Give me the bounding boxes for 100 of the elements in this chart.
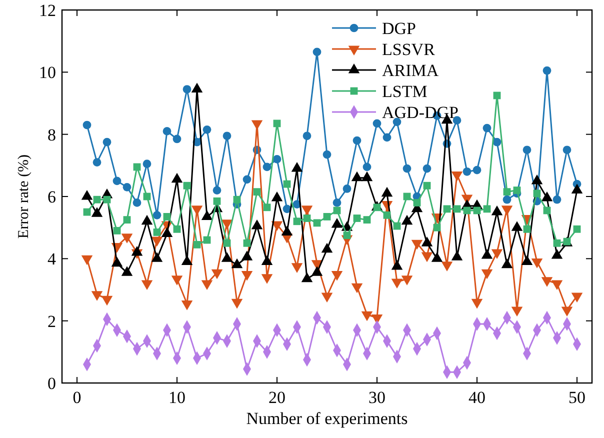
point xyxy=(352,136,362,145)
point xyxy=(221,220,233,230)
point xyxy=(361,311,373,322)
point xyxy=(553,239,561,247)
x-tick-label: 30 xyxy=(368,388,386,407)
point xyxy=(533,190,541,198)
point xyxy=(142,160,152,168)
point xyxy=(321,292,333,302)
point xyxy=(271,221,283,231)
point xyxy=(501,206,513,216)
point xyxy=(551,280,563,290)
point xyxy=(132,198,142,207)
point xyxy=(162,127,172,136)
point xyxy=(523,225,531,233)
point xyxy=(561,306,573,316)
point xyxy=(413,199,421,206)
point xyxy=(263,204,271,212)
point xyxy=(233,196,241,204)
point xyxy=(542,66,552,75)
point xyxy=(201,280,213,290)
point xyxy=(312,48,322,56)
point xyxy=(421,252,433,262)
point xyxy=(172,134,182,144)
point xyxy=(562,146,572,154)
legend-label: AGD-DGP xyxy=(382,103,458,122)
y-tick-label: 2 xyxy=(48,312,56,331)
x-axis-title: Number of experiments xyxy=(246,409,408,428)
y-tick-label: 6 xyxy=(48,188,56,206)
point xyxy=(481,269,493,280)
point xyxy=(272,155,282,164)
point xyxy=(182,85,192,94)
point xyxy=(101,296,113,306)
point xyxy=(462,167,472,176)
point xyxy=(163,212,171,220)
point xyxy=(383,211,391,219)
point xyxy=(112,176,122,186)
point xyxy=(491,249,503,259)
point xyxy=(93,196,101,204)
point xyxy=(122,183,132,192)
point xyxy=(82,120,92,130)
y-tick-label: 0 xyxy=(48,374,56,393)
point xyxy=(362,162,372,172)
point xyxy=(443,205,451,213)
point xyxy=(401,276,413,286)
point xyxy=(202,125,212,134)
y-tick-label: 4 xyxy=(48,250,56,269)
point xyxy=(173,225,181,233)
point xyxy=(402,164,412,173)
point xyxy=(363,216,371,224)
point xyxy=(411,240,423,250)
point xyxy=(332,198,342,207)
point xyxy=(322,150,332,159)
point xyxy=(243,239,251,247)
x-tick-label: 50 xyxy=(568,388,586,407)
y-axis-title: Error rate (%) xyxy=(16,154,32,239)
point xyxy=(193,240,201,248)
point xyxy=(253,188,261,196)
point xyxy=(513,186,521,194)
point xyxy=(343,232,351,240)
point xyxy=(103,196,111,204)
point xyxy=(422,164,432,173)
point xyxy=(522,146,532,154)
y-tick-label: 8 xyxy=(48,125,56,144)
point xyxy=(262,162,272,172)
x-tick-label: 20 xyxy=(268,388,286,407)
point xyxy=(503,188,511,196)
point xyxy=(211,269,223,280)
point xyxy=(482,124,492,132)
point xyxy=(223,239,231,247)
point xyxy=(81,255,93,266)
point xyxy=(92,158,102,166)
point xyxy=(291,263,303,273)
legend-label: LSSVR xyxy=(382,40,436,59)
x-tick-label: 40 xyxy=(468,388,486,407)
point xyxy=(453,205,461,213)
point xyxy=(483,205,491,213)
point xyxy=(102,138,112,146)
point xyxy=(191,206,203,216)
point xyxy=(302,132,312,140)
point xyxy=(183,182,191,190)
point xyxy=(323,212,331,220)
point xyxy=(301,206,313,216)
point xyxy=(531,258,543,268)
point xyxy=(441,262,453,272)
point xyxy=(123,216,131,224)
point xyxy=(91,291,103,301)
point xyxy=(502,195,512,204)
point xyxy=(213,197,221,205)
point xyxy=(492,138,502,146)
point xyxy=(212,186,222,194)
point xyxy=(283,180,291,188)
point xyxy=(451,171,463,182)
point xyxy=(113,226,121,234)
point xyxy=(472,166,482,174)
point xyxy=(372,119,382,128)
legend-label: DGP xyxy=(382,19,416,38)
x-tick-label: 10 xyxy=(168,388,186,407)
point xyxy=(181,300,193,310)
point xyxy=(121,234,133,244)
point xyxy=(241,270,253,281)
